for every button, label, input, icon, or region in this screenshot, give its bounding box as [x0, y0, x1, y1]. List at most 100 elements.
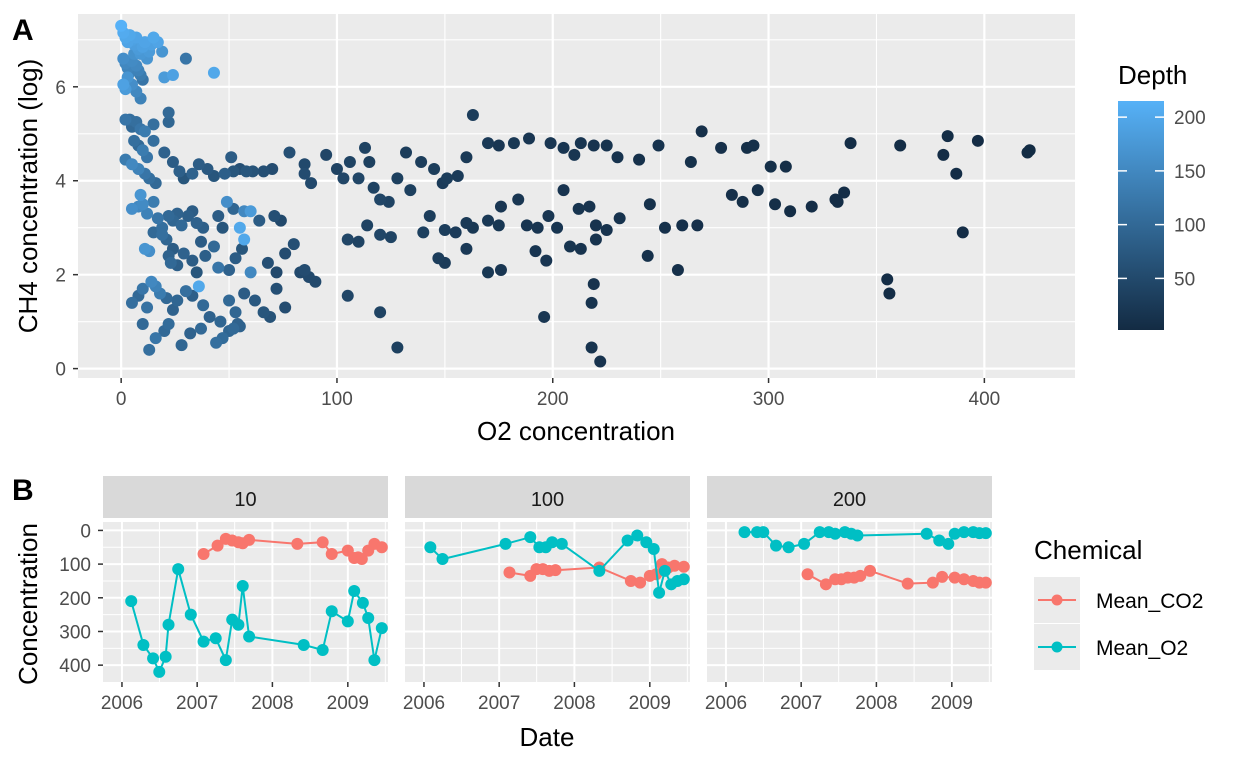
scatter-point [540, 254, 553, 267]
series-point-mean-o2 [159, 650, 172, 663]
scatter-point [415, 155, 428, 168]
scatter-point [574, 242, 587, 255]
scatter-point [287, 238, 300, 251]
scatter-point [352, 235, 365, 248]
facet-x-tick-label: 2008 [251, 693, 293, 714]
series-point-mean-o2 [162, 618, 175, 631]
scatter-point [298, 263, 311, 276]
scatter-point [125, 158, 138, 171]
scatter-point [305, 177, 318, 190]
scatter-point [166, 303, 179, 316]
panel-a-y-axis-label: CH4 concentration (log) [13, 59, 43, 334]
scatter-point [557, 141, 570, 154]
scatter-point [441, 172, 454, 185]
facet-x-tick-label: 2007 [478, 693, 520, 714]
scatter-point [175, 339, 188, 352]
series-point-mean-co2 [549, 564, 562, 577]
panel-b-tag: B [12, 474, 34, 507]
scatter-point [572, 202, 585, 215]
series-point-mean-o2 [979, 527, 992, 540]
scatter-point [240, 165, 253, 178]
scatter-point [115, 19, 128, 32]
legend-point-o2 [1051, 641, 1063, 653]
series-point-mean-o2 [219, 654, 232, 667]
series-point-mean-co2 [854, 569, 867, 582]
scatter-point [1023, 144, 1036, 157]
series-point-mean-co2 [957, 573, 970, 586]
series-point-mean-co2 [819, 578, 832, 591]
scatter-point [460, 151, 473, 164]
scatter-point [143, 343, 156, 356]
scatter-point [492, 139, 505, 152]
scatter-point [363, 155, 376, 168]
chemical-legend-title: Chemical [1034, 535, 1142, 565]
colorbar-tick-label: 150 [1174, 162, 1206, 183]
scatter-point [466, 108, 479, 121]
scatter-point [384, 231, 397, 244]
panel-a-points [115, 19, 1036, 368]
x-tick-label: 300 [753, 389, 785, 410]
series-point-mean-co2 [926, 576, 939, 589]
series-point-mean-co2 [948, 571, 961, 584]
scatter-point [894, 139, 907, 152]
scatter-point [391, 172, 404, 185]
scatter-point [136, 144, 149, 157]
scatter-point [134, 188, 147, 201]
scatter-point [557, 184, 570, 197]
scatter-point [186, 167, 199, 180]
scatter-point [438, 224, 451, 237]
scatter-point [162, 209, 175, 222]
scatter-point [175, 219, 188, 232]
series-point-mean-co2 [634, 576, 647, 589]
x-tick-label: 0 [116, 389, 127, 410]
scatter-point [145, 275, 158, 288]
scatter-point [268, 209, 281, 222]
scatter-point [279, 301, 292, 314]
colorbar-tick-label: 100 [1174, 216, 1206, 237]
facet-y-tick-label: 0 [80, 521, 91, 542]
series-point-mean-co2 [936, 570, 949, 583]
facet-200: 200 2006 2007 2008 2009 [705, 476, 992, 714]
scatter-point [136, 317, 149, 330]
scatter-point [937, 148, 950, 161]
y-tick-label: 4 [55, 172, 66, 193]
series-point-mean-o2 [362, 612, 375, 624]
scatter-point [128, 134, 141, 147]
scatter-point [261, 256, 274, 269]
scatter-point [482, 137, 495, 150]
scatter-point [956, 226, 969, 239]
series-point-mean-o2 [325, 605, 338, 618]
scatter-point [229, 306, 242, 319]
scatter-point [971, 134, 984, 147]
scatter-point [950, 167, 963, 180]
series-point-mean-o2 [499, 537, 512, 550]
scatter-point [171, 294, 184, 307]
panel-a-tag: A [12, 14, 34, 47]
scatter-point [162, 116, 175, 129]
series-point-mean-co2 [197, 548, 210, 560]
scatter-point [233, 221, 246, 234]
series-point-mean-o2 [341, 615, 354, 628]
series-point-mean-o2 [957, 526, 970, 539]
series-point-mean-o2 [948, 527, 961, 540]
series-point-mean-o2 [147, 652, 160, 665]
scatter-point [779, 160, 792, 173]
legend-label-co2: Mean_CO2 [1096, 590, 1203, 613]
scatter-point [494, 200, 507, 213]
colorbar-tick-label: 50 [1174, 269, 1195, 290]
scatter-point [583, 200, 596, 213]
depth-legend: Depth 50 100 150 200 [1118, 60, 1206, 330]
scatter-point [881, 273, 894, 286]
scatter-point [374, 228, 387, 241]
scatter-point [529, 245, 542, 258]
legend-point-co2 [1051, 594, 1063, 606]
facet-strip-label: 10 [234, 489, 256, 511]
scatter-point [404, 184, 417, 197]
scatter-point [611, 151, 624, 164]
legend-label-o2: Mean_O2 [1096, 637, 1188, 660]
series-point-mean-o2 [243, 630, 256, 643]
series-point-mean-o2 [184, 608, 197, 621]
series-point-mean-co2 [677, 560, 690, 573]
